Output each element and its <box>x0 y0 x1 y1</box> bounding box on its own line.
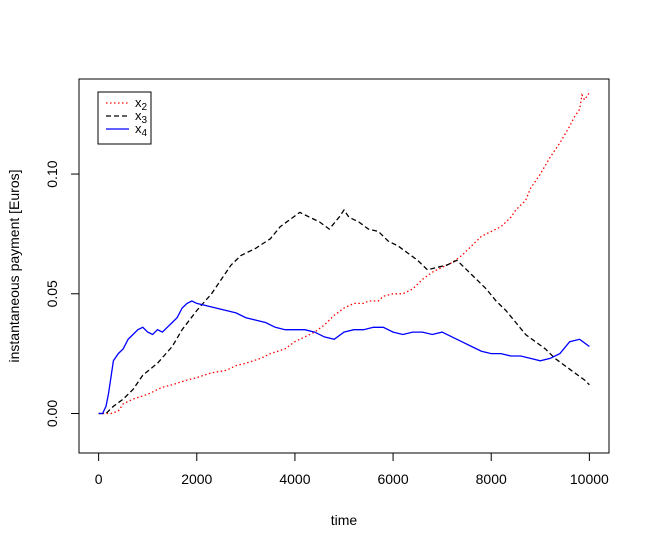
legend-box <box>97 91 152 145</box>
x-tick-label: 2000 <box>181 471 212 487</box>
series-layer <box>98 92 590 415</box>
series-line-x2 <box>98 92 590 415</box>
y-tick-label: 0.10 <box>44 160 60 187</box>
y-tick-label: 0.00 <box>44 400 60 427</box>
x-axis-label: time <box>331 512 358 528</box>
x-tick-label: 8000 <box>476 471 507 487</box>
plot-frame <box>78 78 610 454</box>
x-tick-label: 10000 <box>570 471 609 487</box>
y-axis-label: instantaneous payment [Euros] <box>6 169 22 362</box>
x-tick-label: 4000 <box>279 471 310 487</box>
x-tick-label: 0 <box>95 471 103 487</box>
x-tick-label: 6000 <box>377 471 408 487</box>
y-tick-label: 0.05 <box>44 280 60 307</box>
series-line-x3 <box>98 208 590 415</box>
axis-layer: 0 2000 4000 6000 8000 10000 0.00 0.05 0.10 <box>44 160 609 487</box>
series-line-x4 <box>98 300 590 415</box>
